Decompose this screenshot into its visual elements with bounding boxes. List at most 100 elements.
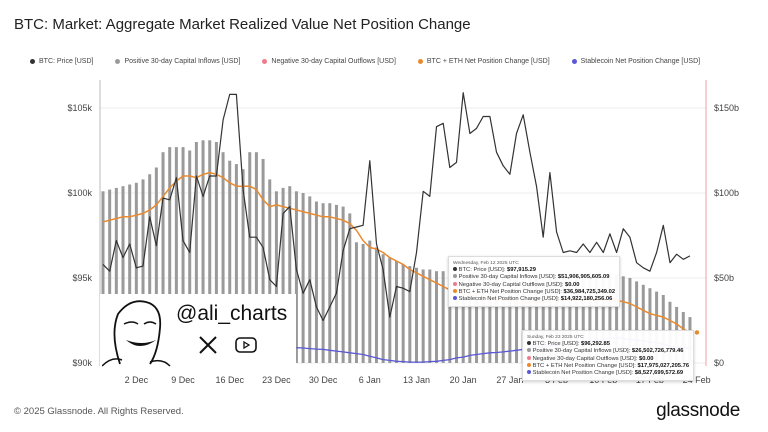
tooltip-date: Wednesday, Feb 12 2025 UTC xyxy=(453,261,519,266)
legend-swatch xyxy=(30,59,35,64)
inflow-bar xyxy=(455,272,459,363)
inflow-bar xyxy=(161,152,165,363)
legend-swatch xyxy=(571,59,577,64)
y-right-tick-label: $150b xyxy=(714,103,739,113)
x-tick-label: 20 Jan xyxy=(450,375,477,385)
inflow-bar xyxy=(655,291,659,363)
legend-swatch xyxy=(115,59,121,64)
x-tick-label: 9 Dec xyxy=(171,375,195,385)
legend-item-btc-eth[interactable]: BTC + ETH Net Position Change [USD] xyxy=(417,58,550,65)
inflow-bar xyxy=(515,274,519,363)
inflow-bar xyxy=(368,240,372,363)
inflow-bar xyxy=(121,186,125,363)
inflow-bar xyxy=(394,261,398,363)
chart-title: BTC: Market: Aggregate Market Realized V… xyxy=(14,16,471,33)
y-left-tick-label: $90k xyxy=(72,358,92,368)
watermark: @ali_charts xyxy=(100,294,296,368)
inflow-bar xyxy=(321,203,325,363)
x-tick-label: 27 Jan xyxy=(496,375,523,385)
inflow-bar xyxy=(154,167,158,363)
inflow-bar xyxy=(141,179,145,363)
legend-item-inflows[interactable]: Positive 30-day Capital Inflows [USD] xyxy=(115,58,240,65)
inflow-bar xyxy=(208,140,212,363)
inflow-bar xyxy=(388,257,392,363)
inflow-bar xyxy=(548,274,552,363)
inflow-bar xyxy=(328,203,332,363)
youtube-icon xyxy=(235,337,257,353)
inflow-bar xyxy=(561,274,565,363)
btc-price-line xyxy=(102,92,691,322)
inflow-bar xyxy=(528,274,532,363)
inflow-bar xyxy=(101,191,105,363)
inflow-bar xyxy=(521,274,525,363)
inflow-bar xyxy=(535,274,539,363)
tooltip-row: Stablecoin Net Position Change [USD]: $1… xyxy=(453,296,615,303)
inflow-bar xyxy=(475,274,479,363)
inflow-bar xyxy=(174,147,178,363)
inflow-bar xyxy=(201,140,205,363)
tooltip-feb-12: Wednesday, Feb 12 2025 UTC BTC: Price [U… xyxy=(448,256,621,308)
inflow-bar xyxy=(261,159,265,363)
x-logo-icon xyxy=(199,336,217,354)
y-right-tick-label: $0 xyxy=(714,358,724,368)
inflow-bar xyxy=(234,164,238,363)
legend-swatch xyxy=(262,59,268,64)
legend: BTC: Price [USD] Positive 30-day Capital… xyxy=(30,58,700,65)
inflow-bar xyxy=(661,295,665,363)
legend-item-price[interactable]: BTC: Price [USD] xyxy=(30,58,93,65)
inflow-bar xyxy=(361,244,365,363)
inflow-bar xyxy=(575,274,579,363)
tooltip-row: Positive 30-day Capital Inflows [USD]: $… xyxy=(527,348,689,355)
inflow-bar xyxy=(488,274,492,363)
legend-item-stablecoin[interactable]: Stablecoin Net Position Change [USD] xyxy=(571,58,700,65)
inflow-bar xyxy=(648,288,652,363)
inflow-bar xyxy=(414,267,418,363)
legend-item-outflows[interactable]: Negative 30-day Capital Outflows [USD] xyxy=(262,58,396,65)
y-left-tick-label: $95k xyxy=(72,273,92,283)
inflow-bar xyxy=(128,184,132,363)
x-tick-label: 24 Feb xyxy=(683,375,711,385)
inflow-bar xyxy=(314,201,318,363)
tooltip-feb-23: Sunday, Feb 23 2025 UTC BTC: Price [USD]… xyxy=(522,330,695,382)
inflow-bar xyxy=(188,150,192,363)
inflow-bar xyxy=(148,174,152,363)
inflow-bar xyxy=(248,152,252,363)
legend-label: Positive 30-day Capital Inflows [USD] xyxy=(124,58,241,65)
inflow-bar xyxy=(134,182,138,363)
inflow-bar xyxy=(214,142,218,363)
inflow-bar xyxy=(588,274,592,363)
tooltip-row: Negative 30-day Capital Outflows [USD]: … xyxy=(527,355,689,363)
inflow-bar xyxy=(348,213,352,363)
legend-label: BTC: Price [USD] xyxy=(39,58,94,65)
tooltip-date: Sunday, Feb 23 2025 UTC xyxy=(527,335,584,340)
inflow-bar xyxy=(481,274,485,363)
inflow-bar xyxy=(274,191,278,363)
inflow-bar xyxy=(301,193,305,363)
face-logo-icon xyxy=(102,300,171,367)
inflow-bar xyxy=(628,278,632,363)
inflow-bar xyxy=(428,269,432,363)
tooltip-row: BTC + ETH Net Position Change [USD]: $17… xyxy=(527,362,689,370)
x-tick-label: 30 Dec xyxy=(309,375,338,385)
inflow-bar xyxy=(441,271,445,363)
inflow-bar xyxy=(354,242,358,363)
tooltip-row: BTC: Price [USD]: $97,915.29 xyxy=(453,267,615,274)
tooltip-row: Negative 30-day Capital Outflows [USD]: … xyxy=(453,281,615,289)
inflow-bar xyxy=(288,186,292,363)
x-tick-label: 23 Dec xyxy=(262,375,291,385)
glassnode-logo[interactable]: glassnode xyxy=(656,400,740,421)
x-tick-label: 16 Dec xyxy=(215,375,244,385)
watermark-handle: @ali_charts xyxy=(176,302,288,325)
x-tick-label: 13 Jan xyxy=(403,375,430,385)
inflow-bar xyxy=(334,204,338,363)
inflow-bar xyxy=(341,206,345,363)
inflow-bar xyxy=(194,142,198,363)
inflow-bar xyxy=(254,152,258,363)
inflow-bar xyxy=(461,274,465,363)
inflow-bar xyxy=(401,264,405,363)
inflow-bar xyxy=(448,272,452,363)
inflow-bar xyxy=(501,274,505,363)
legend-swatch xyxy=(417,59,423,64)
inflow-bar xyxy=(541,274,545,363)
inflow-bar xyxy=(228,160,232,363)
